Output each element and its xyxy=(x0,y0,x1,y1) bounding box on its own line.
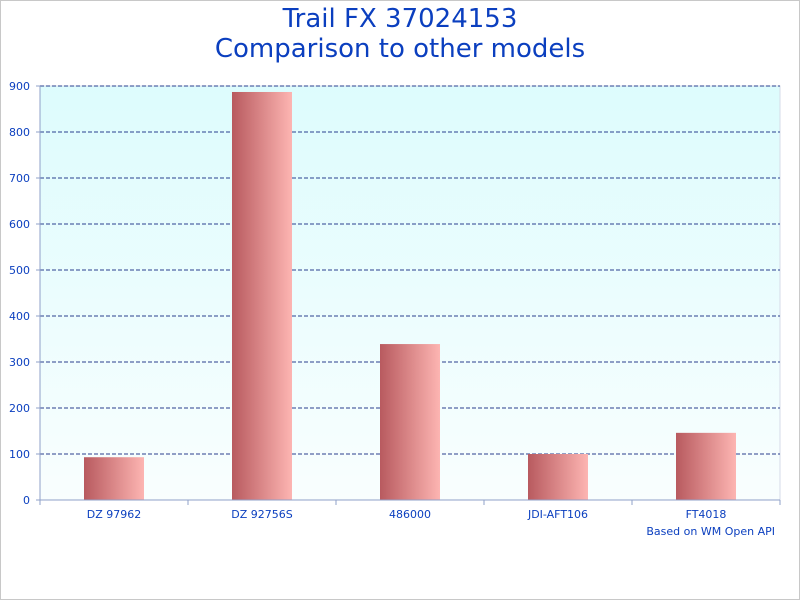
y-tick-label: 600 xyxy=(9,218,30,231)
y-tick-label: 700 xyxy=(9,172,30,185)
y-tick-labels: 0 100 200 300 400 500 600 700 800 900 xyxy=(9,80,30,507)
bar xyxy=(84,457,144,500)
y-tick-label: 300 xyxy=(9,356,30,369)
x-tick-label: 486000 xyxy=(389,508,431,521)
y-tick-label: 400 xyxy=(9,310,30,323)
credit-text: Based on WM Open API xyxy=(646,525,775,538)
bars xyxy=(84,91,736,500)
chart-title-line-2: Comparison to other models xyxy=(215,34,585,64)
x-tick-label: JDI-AFT106 xyxy=(527,508,588,521)
bar xyxy=(676,432,736,500)
bar xyxy=(232,91,292,500)
x-tick-label: DZ 97962 xyxy=(87,508,142,521)
y-tick-label: 500 xyxy=(9,264,30,277)
y-tick-label: 100 xyxy=(9,448,30,461)
y-tick-label: 200 xyxy=(9,402,30,415)
x-tick-label: DZ 92756S xyxy=(231,508,292,521)
y-tick-label: 800 xyxy=(9,126,30,139)
x-tick-labels: DZ 97962 DZ 92756S 486000 JDI-AFT106 FT4018 xyxy=(87,508,727,521)
x-tick-label: FT4018 xyxy=(686,508,727,521)
bar xyxy=(380,344,440,500)
y-tick-label: 900 xyxy=(9,80,30,93)
bar xyxy=(528,454,588,500)
chart-title-line-1: Trail FX 37024153 xyxy=(282,4,518,34)
y-tick-label: 0 xyxy=(23,494,30,507)
axes xyxy=(36,85,781,505)
